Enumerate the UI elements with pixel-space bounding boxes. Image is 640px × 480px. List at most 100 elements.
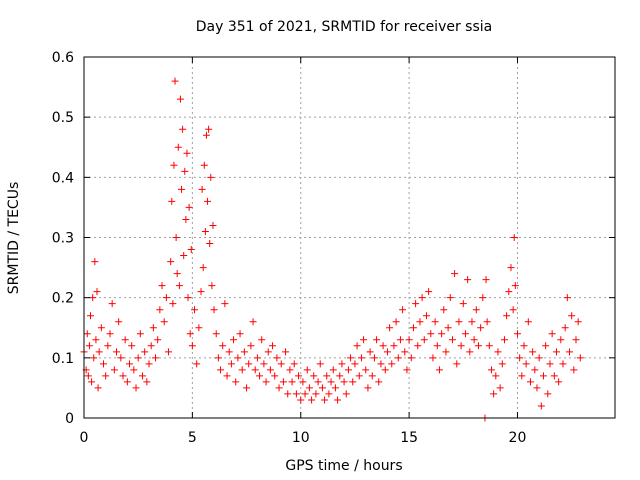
data-point (195, 324, 203, 332)
data-point (331, 384, 339, 392)
data-point (351, 360, 359, 368)
data-point (209, 221, 217, 229)
data-point (297, 396, 305, 404)
data-point (388, 360, 396, 368)
data-point (167, 258, 175, 266)
data-point (238, 366, 246, 374)
data-point (570, 366, 578, 374)
y-tick-label: 0.3 (52, 231, 74, 247)
data-point (277, 360, 285, 368)
data-point (275, 384, 283, 392)
data-point (446, 294, 454, 302)
data-point (198, 185, 206, 193)
data-point (245, 360, 253, 368)
data-point (529, 348, 537, 356)
data-point (219, 342, 227, 350)
data-point (269, 342, 277, 350)
data-point (221, 300, 229, 308)
data-point (479, 294, 487, 302)
data-point (303, 366, 311, 374)
data-point (139, 372, 147, 380)
data-point (92, 336, 100, 344)
data-point (156, 306, 164, 314)
data-point (494, 348, 502, 356)
data-point (202, 131, 210, 139)
data-point (258, 336, 266, 344)
data-point (172, 234, 180, 241)
data-point (496, 384, 504, 392)
data-point (256, 372, 264, 380)
data-point (183, 149, 191, 157)
data-point (470, 336, 478, 344)
data-point (106, 330, 114, 338)
data-point (572, 336, 580, 344)
data-point (310, 372, 318, 380)
data-point (407, 354, 415, 362)
data-point (126, 360, 134, 368)
data-point (427, 330, 435, 338)
data-point (262, 378, 270, 386)
data-point (518, 372, 526, 380)
y-tick-label: 0.5 (52, 110, 74, 126)
data-point (95, 348, 103, 356)
data-point (433, 342, 441, 350)
data-point (338, 360, 346, 368)
data-point (170, 161, 178, 169)
data-point (184, 294, 192, 302)
data-point (136, 330, 144, 338)
data-point (288, 378, 296, 386)
data-point (158, 282, 166, 290)
data-point (474, 342, 482, 350)
data-point (511, 282, 519, 290)
data-point (375, 378, 383, 386)
data-point (492, 372, 500, 380)
data-point (457, 342, 465, 350)
data-point (119, 372, 127, 380)
data-point (217, 366, 225, 374)
data-point (292, 390, 300, 398)
data-point (113, 348, 121, 356)
data-point (134, 354, 142, 362)
data-point (327, 378, 335, 386)
data-point (416, 318, 424, 326)
data-point (394, 354, 402, 362)
data-point (466, 348, 474, 356)
data-point (485, 342, 493, 350)
data-point (93, 288, 101, 296)
data-point (305, 384, 313, 392)
data-point (279, 378, 287, 386)
data-point (147, 342, 155, 350)
data-point (200, 161, 208, 169)
data-point (205, 125, 213, 133)
data-point (206, 240, 214, 248)
data-point (539, 372, 547, 380)
data-point (379, 342, 387, 350)
data-point (282, 348, 290, 356)
data-point (312, 390, 320, 398)
data-point (383, 348, 391, 356)
data-point (459, 300, 467, 308)
data-point (444, 324, 452, 332)
data-point (179, 125, 187, 133)
data-point (490, 390, 498, 398)
data-point (316, 360, 324, 368)
data-point (284, 390, 292, 398)
data-point (412, 300, 420, 308)
data-point (555, 378, 563, 386)
data-point (201, 227, 209, 235)
data-point (401, 348, 409, 356)
data-point (381, 366, 389, 374)
data-point (482, 276, 490, 284)
data-point (271, 372, 279, 380)
data-point (526, 378, 534, 386)
x-tick-label: 20 (509, 430, 527, 446)
data-point (121, 336, 129, 344)
data-point (243, 384, 251, 392)
data-point (273, 354, 281, 362)
data-point (368, 372, 376, 380)
data-point (318, 384, 326, 392)
data-point (505, 288, 513, 296)
data-point (520, 342, 528, 350)
data-point (548, 330, 556, 338)
data-point (552, 348, 560, 356)
